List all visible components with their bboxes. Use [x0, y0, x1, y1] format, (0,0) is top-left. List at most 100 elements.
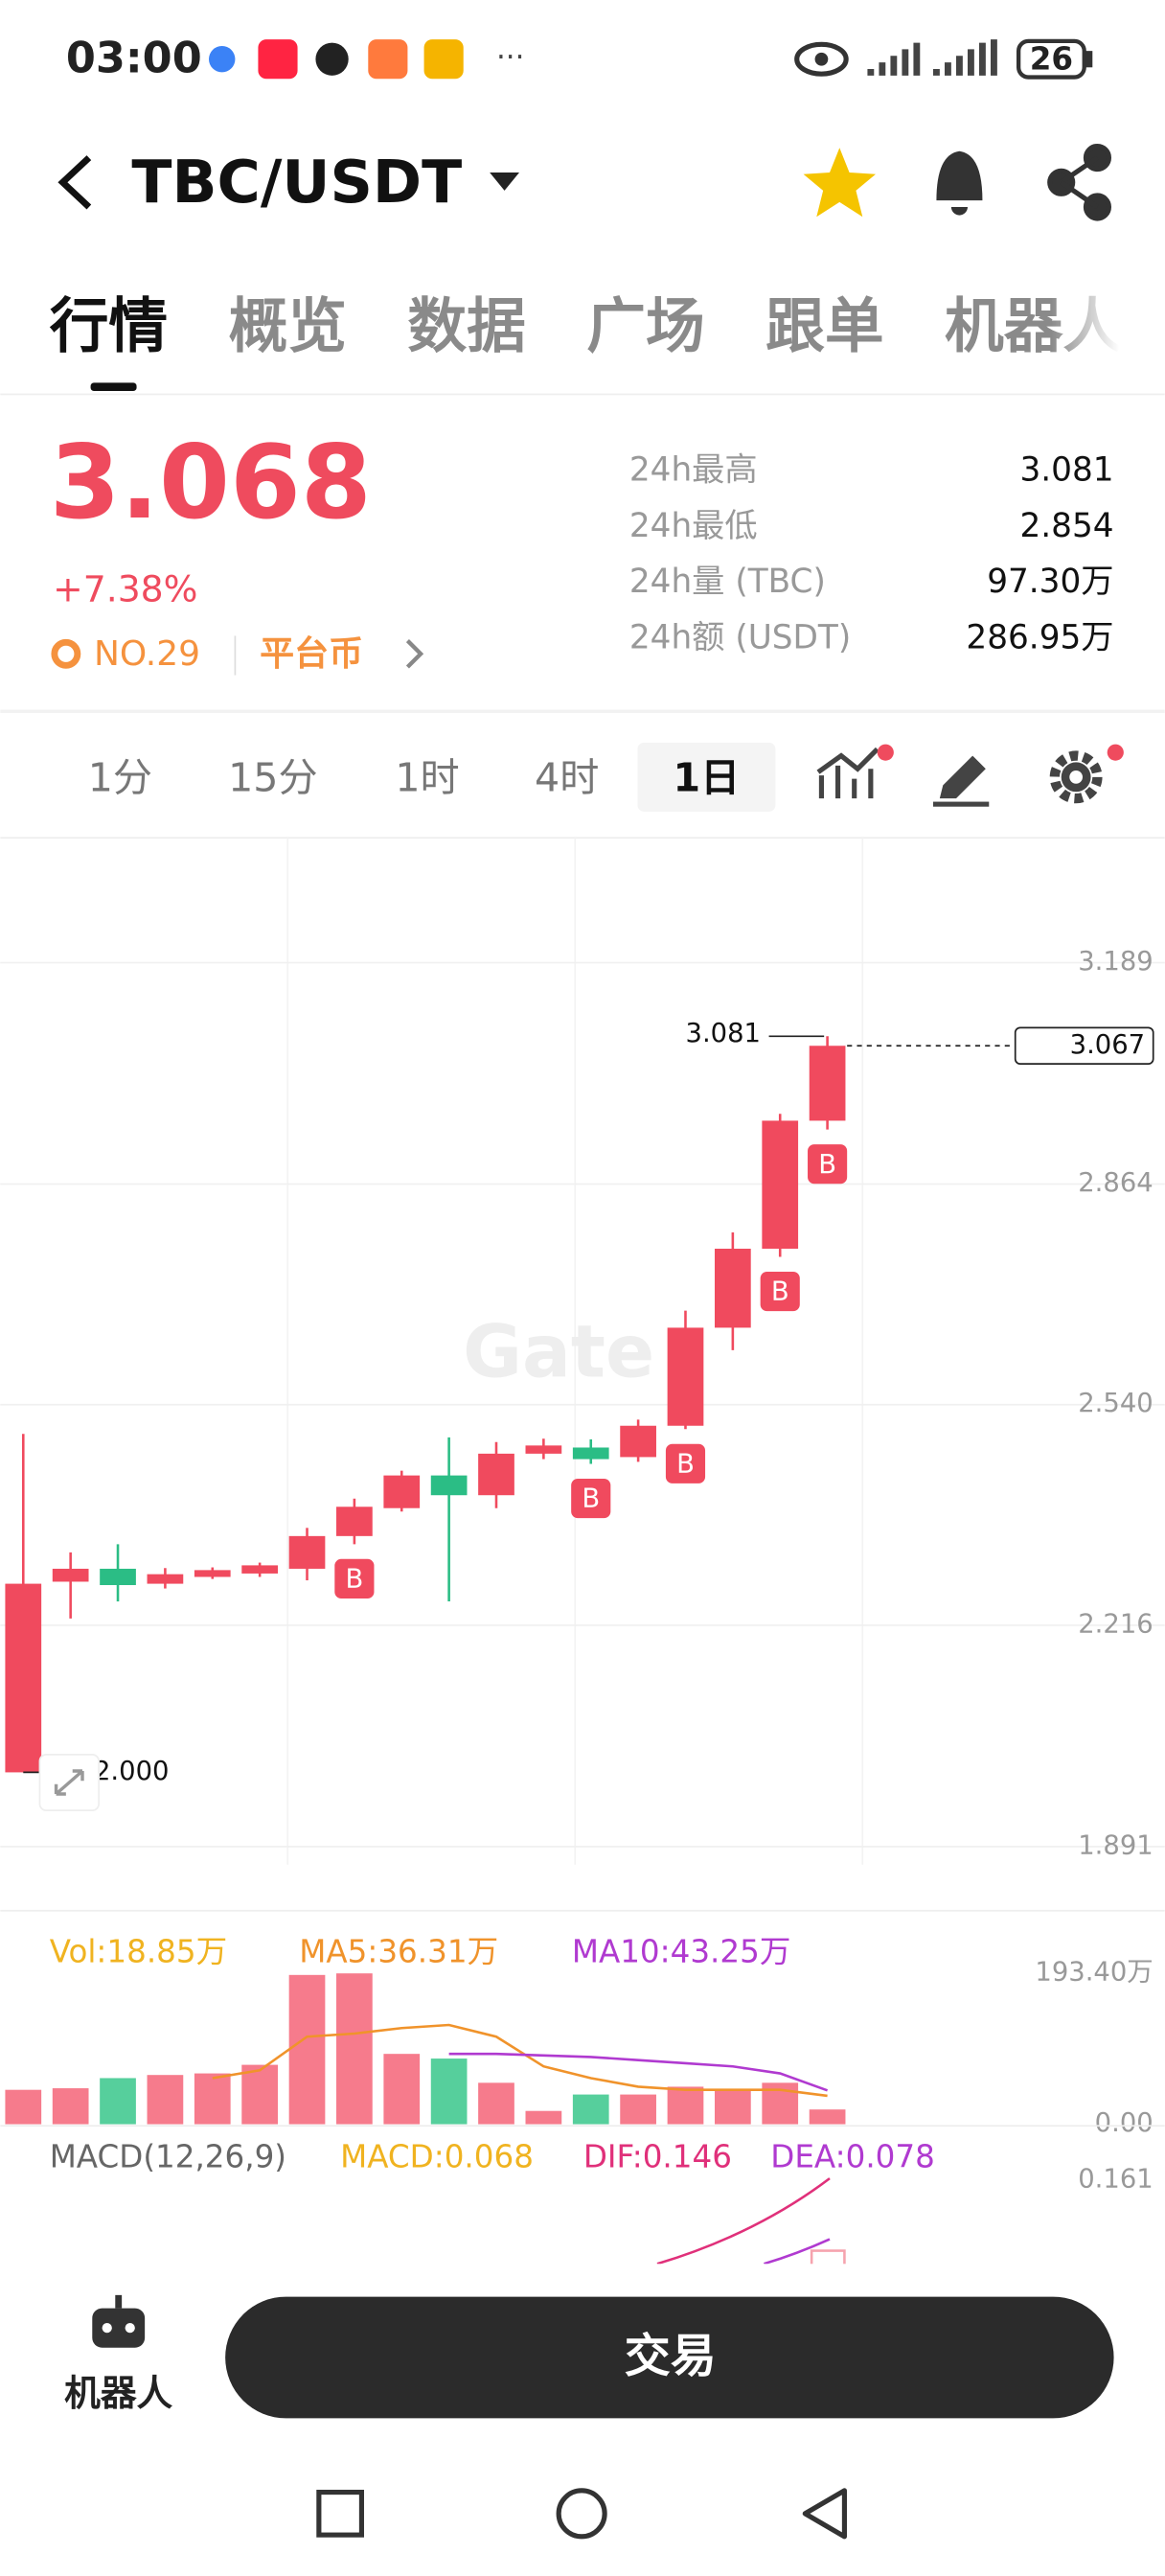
favorite-star[interactable] [803, 148, 876, 218]
buy-marker-label: B [771, 1277, 789, 1307]
tab[interactable]: 跟单 [765, 292, 883, 361]
candle-body [147, 1574, 184, 1584]
buy-marker-label: B [345, 1565, 363, 1595]
high-annotation: 3.081 [686, 1019, 761, 1048]
divider [0, 709, 1165, 713]
back-button[interactable] [57, 155, 92, 210]
volume-bar [667, 2086, 704, 2125]
macd-label: DIF:0.146 [583, 2139, 732, 2175]
buy-marker [334, 1558, 375, 1598]
volume-bar [288, 1974, 326, 2125]
svg-text:···: ··· [496, 40, 524, 75]
tab[interactable]: 行情 [50, 292, 168, 361]
stat-value: 97.30万 [987, 563, 1113, 601]
interval[interactable]: 1时 [395, 754, 459, 800]
ma-line [212, 2023, 828, 2098]
tab[interactable]: 概览 [229, 292, 347, 361]
volume-bar [620, 2094, 656, 2125]
rank-icon [51, 638, 81, 669]
nav-recents[interactable] [316, 2490, 364, 2538]
volume-bar [336, 1973, 373, 2125]
interval[interactable]: 1分 [88, 754, 152, 800]
candle-body [52, 1568, 89, 1582]
alert-bell[interactable] [936, 150, 983, 216]
tab-fade [1051, 279, 1165, 379]
tab[interactable]: 数据 [407, 292, 525, 361]
volume-bar [383, 2054, 421, 2125]
y-tick-label: 2.864 [1078, 1168, 1153, 1198]
legend-entry: MA10:43.25万 [572, 1933, 791, 1969]
stat-value: 2.854 [1019, 507, 1113, 545]
candle-body [100, 1568, 136, 1586]
interval-selected-bg [637, 742, 776, 812]
candle-body [288, 1535, 326, 1569]
volume-bar [809, 2109, 846, 2125]
tag-arrow[interactable] [405, 639, 424, 669]
share-button[interactable] [1047, 143, 1111, 221]
candle-body [715, 1248, 751, 1328]
candle-body [572, 1447, 609, 1460]
charts: 3.189 2.864 2.540 2.216 1.891 B B B B B 3.081 2.000… [0, 947, 1165, 2194]
volume-bar [194, 2073, 231, 2125]
candle-body [620, 1425, 656, 1458]
tab-bar: 行情 概览 数据 广场 跟单 机器人 [50, 292, 1123, 361]
stat-label: 24h最高 [629, 450, 758, 489]
nav-home[interactable] [556, 2488, 607, 2540]
volume-bar [525, 2110, 562, 2125]
ma-line [448, 2052, 829, 2092]
indicator-button[interactable] [816, 744, 894, 799]
buy-marker [571, 1478, 611, 1519]
y-tick-label: 2.540 [1078, 1389, 1153, 1418]
volume-bar [478, 2082, 514, 2125]
volume-bar [430, 2058, 468, 2125]
pair-title[interactable]: TBC/USDT [131, 148, 462, 217]
legend-entry: MA5:36.31万 [299, 1933, 498, 1969]
candle-body [241, 1565, 278, 1574]
buy-marker-label: B [582, 1484, 600, 1514]
volume-bar [715, 2089, 751, 2125]
y-tick-label: 3.189 [1078, 947, 1153, 977]
trade-button[interactable] [225, 2296, 1114, 2419]
y-tick-label: 0.00 [1095, 2108, 1154, 2138]
buy-marker-label: B [818, 1150, 836, 1180]
buy-marker [665, 1443, 706, 1484]
volume-bar [572, 2094, 609, 2125]
trade-label[interactable]: 交易 [625, 2330, 717, 2383]
status-icons: ··· [209, 38, 1093, 80]
clock: 03:00 [66, 33, 202, 82]
pair-dropdown[interactable] [490, 172, 519, 191]
interval[interactable]: 4时 [535, 754, 599, 800]
battery-level: 26 [1030, 40, 1073, 77]
robot-icon[interactable] [92, 2294, 146, 2348]
expand-icon [54, 1769, 84, 1796]
candle-body [336, 1506, 373, 1536]
stats: 24h最高 3.081 24h最低 2.854 24h量 (TBC) 97.30万 24h额… [629, 450, 1114, 656]
tab-indicator [90, 382, 137, 391]
draw-tool-button[interactable] [933, 755, 990, 807]
last-price: 3.068 [50, 424, 372, 542]
volume-bar [5, 2089, 42, 2125]
tab[interactable]: 广场 [586, 292, 704, 361]
stat-value: 3.081 [1019, 450, 1113, 489]
volume-bar [52, 2088, 89, 2125]
interval[interactable]: 15分 [228, 754, 317, 800]
vertical-grid [286, 838, 864, 1865]
robot-label[interactable]: 机器人 [64, 2372, 172, 2414]
last-price-box [1014, 1026, 1154, 1065]
volume-bar [241, 2064, 278, 2125]
nav-back[interactable] [802, 2488, 847, 2540]
candle-body [809, 1046, 846, 1121]
coin-tag[interactable]: 平台币 [260, 634, 363, 674]
stat-value: 286.95万 [966, 618, 1113, 656]
buy-marker [760, 1271, 800, 1312]
candle-body [430, 1475, 468, 1496]
candle-body [383, 1475, 421, 1508]
settings-button[interactable] [1049, 744, 1124, 804]
price-change: +7.38% [53, 568, 197, 610]
candle-body [194, 1570, 231, 1577]
low-annotation: 2.000 [94, 1757, 169, 1786]
interval[interactable]: 1日 [674, 754, 741, 800]
